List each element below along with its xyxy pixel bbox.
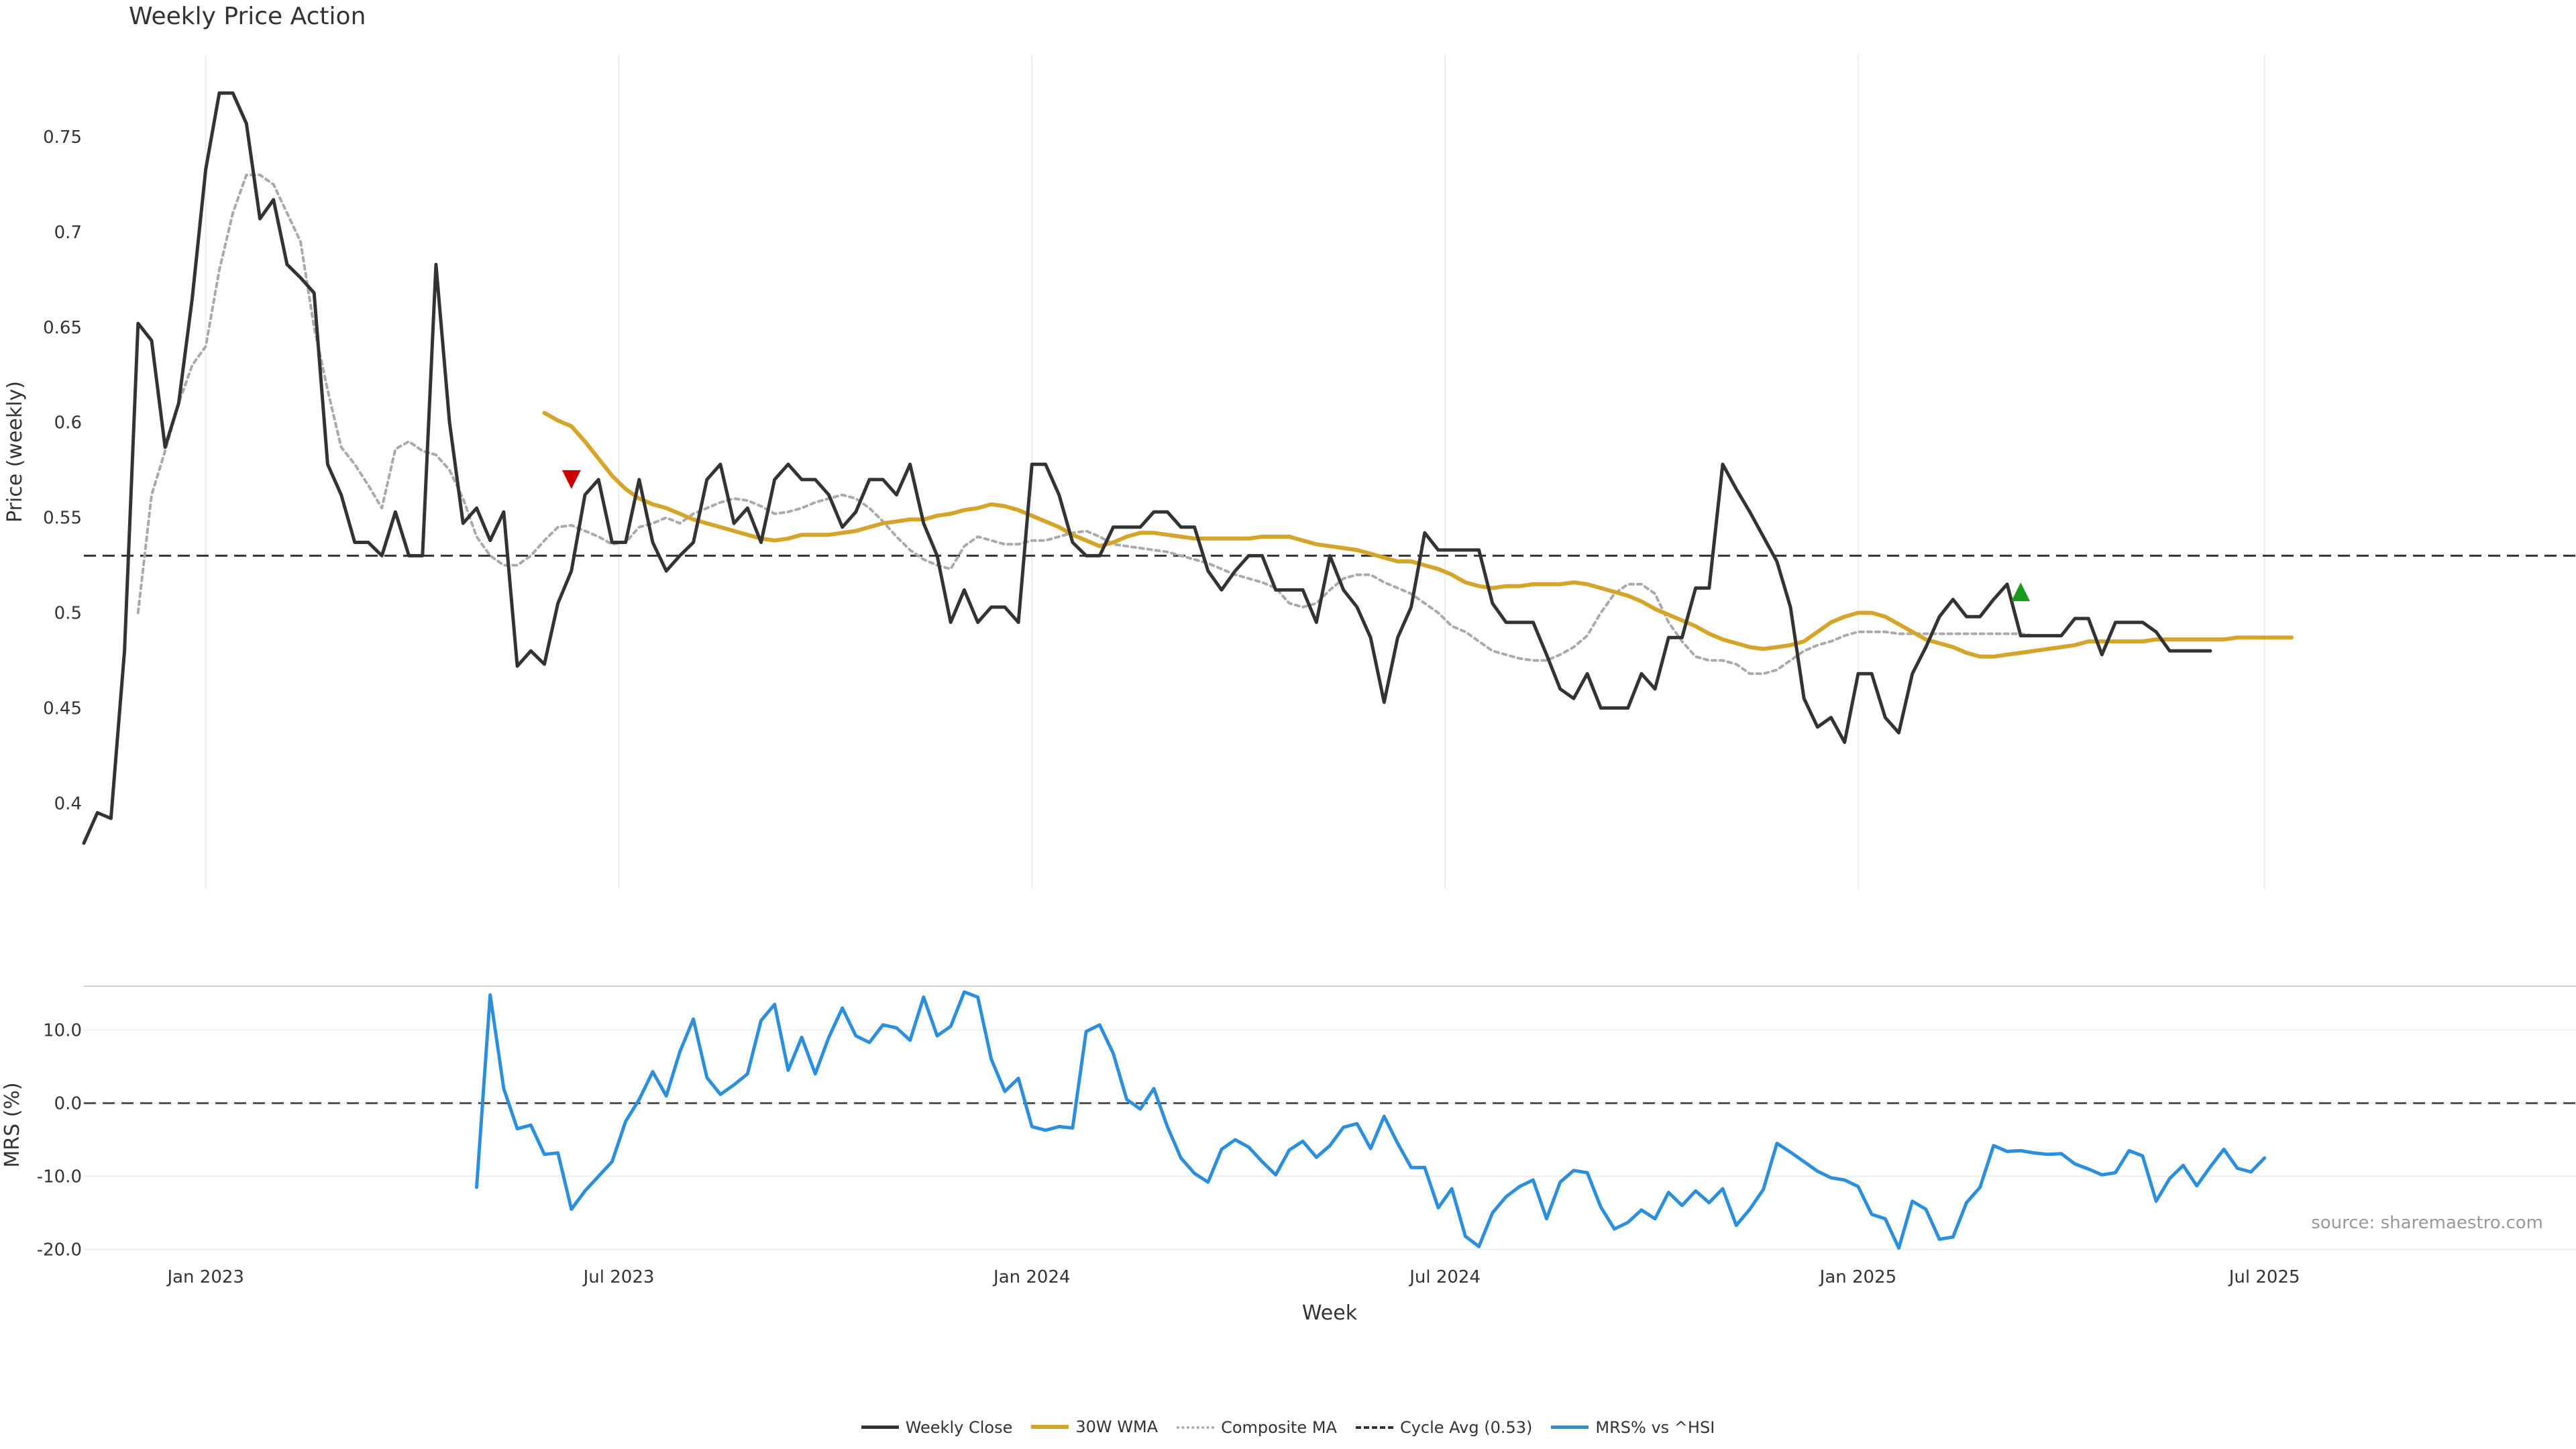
legend-label: 30W WMA [1075, 1417, 1159, 1436]
mrs-ytick-label: 10.0 [43, 1020, 82, 1040]
x-tick-label: Jul 2025 [2228, 1267, 2300, 1287]
mrs-line [475, 990, 2267, 1250]
legend-swatch [1551, 1426, 1589, 1429]
mrs-y-axis-title: MRS (%) [1, 1082, 24, 1167]
price-ytick-label: 0.45 [43, 698, 82, 718]
x-tick-label: Jul 2023 [582, 1267, 655, 1287]
mrs-ytick-label: -10.0 [37, 1167, 82, 1187]
mrs-ytick-label: -20.0 [37, 1240, 82, 1260]
x-axis-title: Week [1302, 1301, 1358, 1325]
legend-item: Cycle Avg (0.53) [1355, 1418, 1533, 1437]
x-tick-label: Jan 2024 [992, 1267, 1071, 1287]
legend-item: 30W WMA [1031, 1417, 1158, 1436]
x-tick-label: Jan 2025 [1819, 1267, 1897, 1287]
price-ytick-label: 0.65 [43, 318, 82, 338]
sell-signal-marker [561, 470, 581, 489]
legend-item: MRS% vs ^HSI [1551, 1418, 1715, 1437]
price-ytick-label: 0.75 [43, 127, 82, 148]
x-tick-label: Jul 2024 [1408, 1267, 1481, 1287]
legend-item: Composite MA [1177, 1418, 1337, 1437]
mrs-ytick-label: 0.0 [54, 1093, 82, 1114]
price-ytick-label: 0.55 [43, 508, 82, 529]
composite-ma-line [136, 173, 2063, 676]
price-y-axis-title: Price (weekly) [3, 381, 27, 523]
legend-item: Weekly Close [861, 1417, 1013, 1437]
legend-label: Composite MA [1221, 1418, 1337, 1437]
legend-label: Cycle Avg (0.53) [1399, 1418, 1533, 1437]
chart-legend: Weekly Close 30W WMA Composite MA Cycle Avg… [0, 1414, 2576, 1437]
weekly-close-line [82, 91, 2212, 845]
legend-label: Weekly Close [905, 1417, 1013, 1437]
source-label: source: sharemaestro.com [2311, 1213, 2543, 1233]
price-ytick-label: 0.4 [54, 794, 82, 814]
buy-signal-marker [2011, 582, 2031, 602]
legend-swatch [861, 1426, 899, 1429]
price-ytick-label: 0.6 [54, 413, 82, 433]
x-tick-label: Jan 2023 [166, 1267, 244, 1287]
price-ytick-label: 0.5 [54, 604, 82, 624]
legend-swatch [1177, 1426, 1215, 1429]
legend-label: MRS% vs ^HSI [1595, 1417, 1715, 1437]
price-ytick-label: 0.7 [54, 223, 82, 243]
legend-swatch [1355, 1426, 1393, 1429]
legend-swatch [1031, 1425, 1069, 1429]
chart-title: Weekly Price Action [129, 3, 366, 30]
wma-30w-line [542, 411, 2294, 659]
